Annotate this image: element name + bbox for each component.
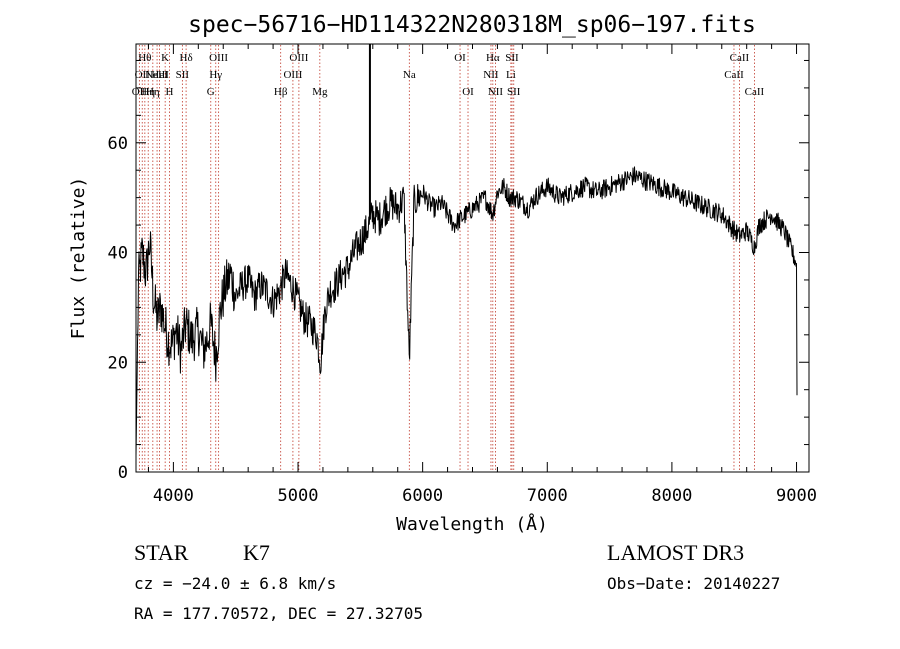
line-label-23: NII xyxy=(488,86,504,98)
line-label-29: CaII xyxy=(745,86,765,98)
chart-title: spec−56716−HD114322N280318M_sp06−197.fit… xyxy=(188,12,756,38)
line-label-1: OII xyxy=(135,69,151,81)
line-label-20: OI xyxy=(462,86,474,98)
line-label-12: Hγ xyxy=(209,69,222,81)
line-label-15: OIII xyxy=(283,69,302,81)
y-axis-label: Flux (relative) xyxy=(68,177,89,340)
spectrum-line xyxy=(135,166,798,456)
y-tick-label: 20 xyxy=(108,353,128,373)
line-label-22: Hα xyxy=(486,52,500,64)
line-label-27: CaII xyxy=(724,69,744,81)
line-label-4: Hη xyxy=(146,86,160,98)
line-label-5: NeIII xyxy=(145,69,169,81)
line-label-13: OIII xyxy=(209,52,228,64)
y-axis-ticks: 0 20 40 60 xyxy=(108,59,809,483)
line-label-26: SII xyxy=(507,86,521,98)
line-label-14: Hβ xyxy=(274,86,288,98)
survey-name: LAMOST DR3 xyxy=(607,540,744,565)
line-label-8: H xyxy=(166,86,174,98)
line-label-17: Mg xyxy=(312,86,328,98)
line-label-7: K xyxy=(161,52,169,64)
y-tick-label: 60 xyxy=(108,134,128,154)
x-tick-label: 8000 xyxy=(651,486,692,506)
x-tick-label: 9000 xyxy=(776,486,817,506)
x-tick-label: 4000 xyxy=(153,486,194,506)
line-label-9: SII xyxy=(176,69,190,81)
line-label-18: Na xyxy=(403,69,416,81)
y-tick-label: 0 xyxy=(118,463,128,483)
line-label-28: CaII xyxy=(730,52,750,64)
y-tick-label: 40 xyxy=(108,244,128,264)
redshift-velocity: cz = −24.0 ± 6.8 km/s xyxy=(134,574,336,593)
x-tick-label: 7000 xyxy=(527,486,568,506)
line-label-3: Hη xyxy=(141,86,155,98)
plot-frame xyxy=(135,43,810,473)
observation-date: Obs−Date: 20140227 xyxy=(607,574,780,593)
line-label-25: SII xyxy=(505,52,519,64)
line-label-21: NII xyxy=(483,69,499,81)
line-label-16: OIII xyxy=(289,52,308,64)
coordinates: RA = 177.70572, DEC = 27.32705 xyxy=(134,604,423,623)
object-class: STAR xyxy=(134,540,189,565)
x-tick-label: 6000 xyxy=(402,486,443,506)
line-label-11: G xyxy=(207,86,215,98)
line-label-2: Hθ xyxy=(138,52,151,64)
line-label-6: HeI xyxy=(151,69,168,81)
object-subclass: K7 xyxy=(243,540,270,565)
spectral-line-labels: OIIOIIHθHηHηNeIIIHeIKHSIIHδGHγOIIIHβOIII… xyxy=(132,52,765,98)
line-label-24: Li xyxy=(506,69,516,81)
x-axis-ticks: 4000 5000 6000 7000 8000 9000 xyxy=(147,44,817,506)
spectrum-trace xyxy=(135,44,798,456)
line-label-19: OI xyxy=(454,52,466,64)
line-label-10: Hδ xyxy=(180,52,193,64)
x-axis-label: Wavelength (Å) xyxy=(396,513,548,535)
spectral-line-markers xyxy=(138,45,755,471)
x-tick-label: 5000 xyxy=(278,486,319,506)
